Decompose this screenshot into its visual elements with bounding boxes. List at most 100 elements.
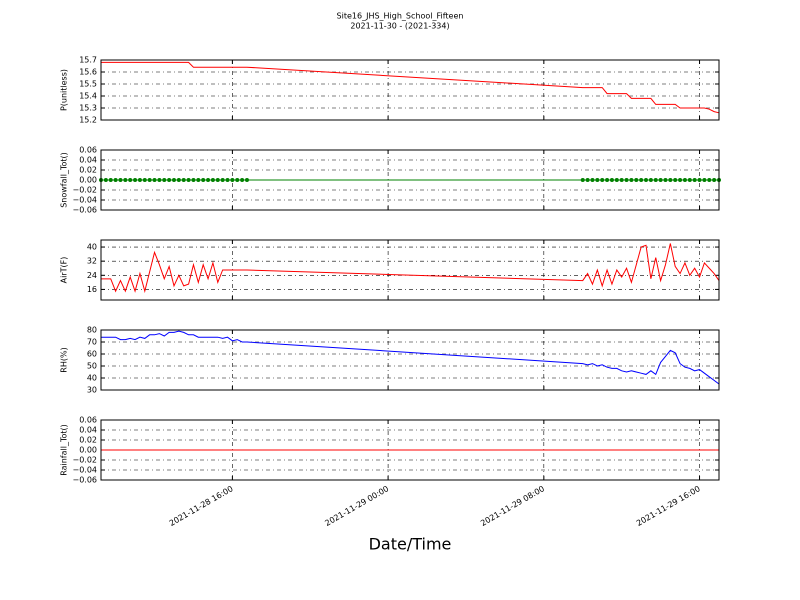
y-tick-label: −0.02 (72, 456, 97, 465)
y-tick-label: 30 (87, 386, 97, 395)
data-point (133, 178, 138, 182)
data-point (590, 178, 595, 182)
data-point (123, 178, 128, 182)
data-point (585, 178, 590, 182)
y-tick-label: 15.2 (79, 116, 97, 125)
data-point (629, 178, 634, 182)
data-point (600, 178, 605, 182)
data-line (101, 330, 720, 385)
data-point (186, 178, 191, 182)
y-tick-label: 15.3 (79, 104, 97, 113)
data-point (663, 178, 668, 182)
data-point (167, 178, 172, 182)
data-point (658, 178, 663, 182)
data-point (609, 178, 614, 182)
data-point (687, 178, 692, 182)
plot-frame (100, 59, 720, 121)
y-tick-label: −0.06 (72, 476, 97, 485)
data-point (181, 178, 186, 182)
y-tick-label: 32 (87, 257, 97, 266)
data-line (101, 243, 720, 294)
data-point (157, 178, 162, 182)
data-point (230, 178, 235, 182)
data-point (692, 178, 697, 182)
data-point (624, 178, 629, 182)
y-axis-label: AirT(F) (60, 257, 69, 284)
figure-title: Site16_JHS_High_School_Fifteen (337, 12, 464, 21)
data-point (196, 178, 201, 182)
data-point (668, 178, 673, 182)
data-point (682, 178, 687, 182)
data-point (240, 178, 245, 182)
plot-frame (100, 419, 720, 481)
y-tick-label: 0.04 (79, 156, 97, 165)
data-point (653, 178, 658, 182)
data-point (580, 178, 585, 182)
y-tick-label: 0.04 (79, 426, 97, 435)
y-tick-label: 15.7 (79, 56, 97, 65)
plot-frame (100, 149, 720, 211)
data-point (108, 178, 113, 182)
y-tick-label: 0.02 (79, 436, 97, 445)
x-tick-label: 2021-11-29 00:00 (323, 484, 390, 528)
y-tick-label: 0.02 (79, 166, 97, 175)
data-point (707, 178, 712, 182)
data-point (673, 178, 678, 182)
y-tick-label: 40 (87, 243, 97, 252)
data-point (103, 178, 108, 182)
data-point (191, 178, 196, 182)
data-point (605, 178, 610, 182)
y-tick-label: 0.06 (79, 146, 97, 155)
data-point (118, 178, 123, 182)
data-point (147, 178, 152, 182)
data-point (235, 178, 240, 182)
data-point (171, 178, 176, 182)
y-tick-label: 70 (87, 338, 97, 347)
data-point (176, 178, 181, 182)
data-point (244, 178, 249, 182)
data-point (644, 178, 649, 182)
y-tick-label: 15.4 (79, 92, 97, 101)
y-tick-label: −0.02 (72, 186, 97, 195)
data-point (128, 178, 133, 182)
data-point (206, 178, 211, 182)
data-point (712, 178, 717, 182)
y-axis-label: Rainfall_Tot() (60, 424, 69, 476)
y-tick-label: 15.5 (79, 80, 97, 89)
data-point (215, 178, 220, 182)
data-point (152, 178, 157, 182)
data-point (142, 178, 147, 182)
data-point (678, 178, 683, 182)
data-point (225, 178, 230, 182)
data-point (137, 178, 142, 182)
y-tick-label: 15.6 (79, 68, 97, 77)
y-tick-label: 60 (87, 350, 97, 359)
data-point (595, 178, 600, 182)
x-axis-label: Date/Time (369, 535, 452, 554)
y-tick-label: 0.00 (79, 446, 97, 455)
y-tick-label: −0.04 (72, 466, 97, 475)
data-point (210, 178, 215, 182)
data-point (639, 178, 644, 182)
data-point (614, 178, 619, 182)
x-tick-label: 2021-11-29 08:00 (479, 484, 546, 528)
figure-subtitle: 2021-11-30 - (2021-334) (350, 22, 449, 31)
y-axis-label: P(unitless) (60, 69, 69, 111)
y-tick-label: 0.00 (79, 176, 97, 185)
y-tick-label: −0.04 (72, 196, 97, 205)
y-tick-label: 80 (87, 326, 97, 335)
data-point (697, 178, 702, 182)
data-point (220, 178, 225, 182)
data-point (113, 178, 118, 182)
y-tick-label: 50 (87, 362, 97, 371)
data-point (619, 178, 624, 182)
x-tick-label: 2021-11-29 16:00 (635, 484, 702, 528)
data-point (702, 178, 707, 182)
y-axis-label: RH(%) (60, 347, 69, 372)
y-axis-label: Snowfall_Tot() (60, 152, 69, 208)
y-tick-label: 24 (87, 271, 97, 280)
y-tick-label: 0.06 (79, 416, 97, 425)
plot-frame (100, 239, 720, 301)
data-line (101, 61, 720, 114)
